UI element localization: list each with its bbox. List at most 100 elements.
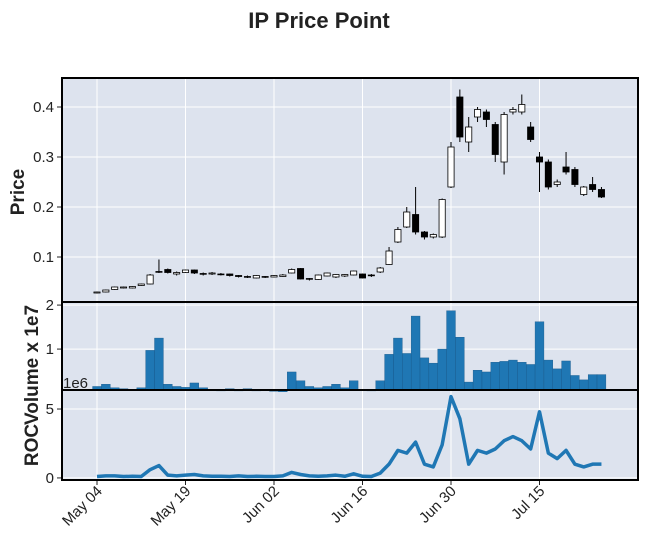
candle-body [412,214,420,233]
candle-body [553,181,561,185]
candle-body [403,211,411,228]
x-tick-label: May 19 [148,483,195,530]
candle-body [482,111,490,120]
volume-bar [561,360,571,391]
y-tick-label: 0.4 [33,99,54,116]
candle-body [597,189,605,198]
volume-bar [552,368,562,391]
axis-offset-label: 1e6 [63,375,88,392]
y-axis-label: ROC [22,424,43,467]
candle-body [385,250,393,265]
candle-body [279,274,287,277]
candle-body [359,273,366,279]
volume-bar [464,381,474,391]
candle-body [111,286,119,290]
chart-title: IP Price Point [248,8,390,33]
candle-body [305,278,313,280]
candle-body [394,229,402,243]
candle-body [367,274,375,277]
candle-body [297,268,305,280]
candle-body [235,275,243,277]
candle-body [226,273,234,276]
volume-bar [428,362,438,391]
volume-bar [481,371,492,391]
y-tick-label: 0.3 [33,149,54,166]
volume-bar [579,379,589,391]
volume-bar [596,374,607,391]
panel-border [61,389,639,481]
volume-bar [384,354,394,391]
volume-bar [189,382,199,391]
x-tick-label: Jul 15 [508,483,548,523]
y-axis-label: Volume x 1e7 [22,305,43,425]
candle-body [544,161,552,188]
x-tick-label: Jun 30 [416,483,460,527]
volume-bar [145,350,155,391]
volume-bar [410,315,421,391]
volume-bar [446,310,456,391]
candle-body [527,126,535,140]
candle-body [341,274,349,277]
y-tick-label: 0 [46,470,54,487]
candle-body [93,291,101,294]
candle-body [323,272,331,277]
candle-body [208,272,216,275]
panel-background [62,390,638,480]
candle-body [102,289,110,293]
candle-body [164,269,172,273]
volume-bar [472,370,483,391]
candle-body [182,269,189,273]
volume-bar [570,375,580,391]
candle-body [261,276,269,278]
candle-body [120,286,128,289]
volume-bar [375,380,385,391]
candle-body [146,274,154,285]
candle-body [447,146,455,188]
candle-body [270,275,278,278]
volume-bar [402,353,412,391]
candle-body [137,283,145,286]
candle-body [243,276,251,278]
candle-body [500,114,508,163]
x-tick-label: Jun 16 [327,483,371,527]
candle-body [252,275,260,279]
candle-body [128,286,136,289]
volume-bar [499,361,509,391]
candle-body [465,126,473,143]
candle-body [376,267,384,273]
candle-body [155,271,163,273]
candle-body [350,270,358,276]
candle-body [173,272,181,275]
volume-bar [349,380,359,391]
volume-bar [526,364,536,391]
candle-body [474,109,482,118]
volume-bar [508,359,518,391]
candle-body [456,96,464,138]
volume-bar [154,337,164,391]
candle-body [518,104,526,113]
candle-body [314,274,322,280]
volume-bar [587,374,598,391]
volume-bar [419,357,430,391]
x-tick-label: May 04 [59,483,106,530]
candle-body [288,269,296,274]
y-tick-label: 5 [46,401,54,418]
candle-body [509,109,517,113]
volume-bar [490,362,500,391]
y-axis-label: Price [8,169,29,215]
candle-body [571,169,579,185]
candle-body [190,269,198,274]
candle-body [332,274,340,278]
volume-bar [437,348,447,391]
candle-body [491,124,499,155]
y-tick-label: 1 [46,341,54,358]
candle-body [562,166,570,173]
volume-bar [543,359,553,391]
candle-body [199,273,207,275]
x-tick-label: Jun 02 [239,483,283,527]
candle-body [536,156,543,163]
candle-body [420,231,428,238]
volume-bar [393,337,403,391]
candle-body [589,184,597,190]
